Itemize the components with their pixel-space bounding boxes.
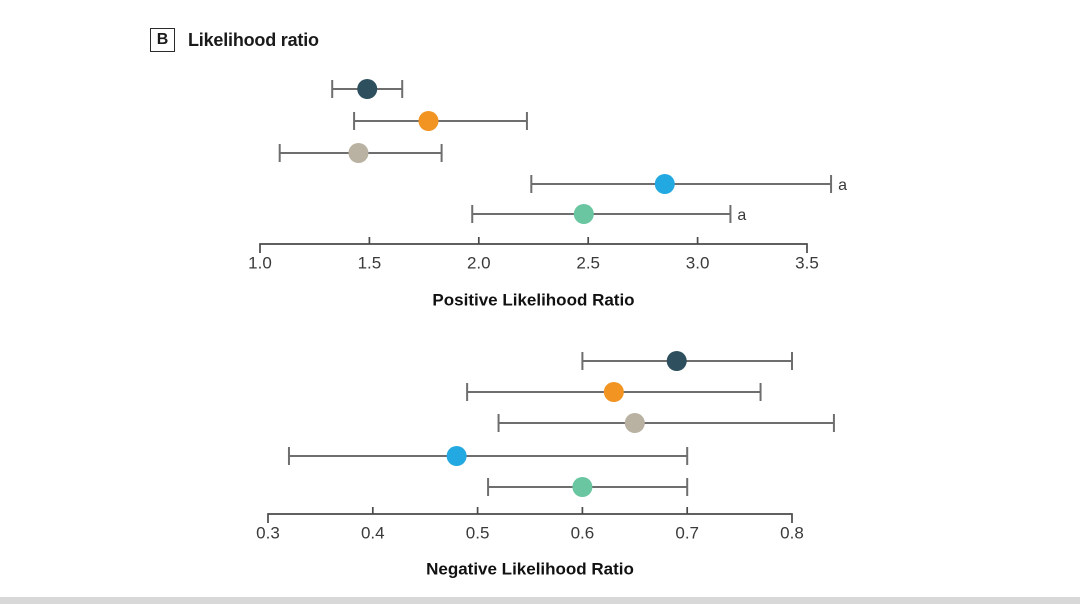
x-axis-tick-label: 1.0 — [248, 253, 272, 272]
x-axis-tick-label: 0.3 — [256, 523, 280, 542]
point-marker — [446, 446, 467, 466]
point-marker — [348, 143, 369, 163]
point-marker — [624, 413, 645, 433]
x-axis-tick-label: 1.5 — [358, 253, 382, 272]
x-axis-tick-label: 2.5 — [576, 253, 600, 272]
point-marker — [666, 351, 687, 371]
point-marker — [572, 477, 593, 497]
point-marker — [654, 174, 675, 194]
x-axis-tick-label: 0.4 — [361, 523, 385, 542]
x-axis-tick-label: 0.6 — [571, 523, 595, 542]
bottom-gray-bar — [0, 597, 1080, 604]
x-axis-line — [267, 513, 793, 523]
point-marker — [418, 111, 439, 131]
point-marker — [573, 204, 594, 224]
x-axis-title: Positive Likelihood Ratio — [432, 290, 634, 309]
footnote-marker: a — [737, 207, 746, 224]
x-axis-tick-label: 0.8 — [780, 523, 804, 542]
x-axis-tick-label: 0.5 — [466, 523, 490, 542]
footnote-marker: a — [838, 177, 847, 194]
x-axis-tick-label: 3.5 — [795, 253, 819, 272]
x-axis-tick-label: 0.7 — [675, 523, 699, 542]
panel-label-badge: B — [150, 28, 175, 52]
x-axis-tick-label: 3.0 — [686, 253, 710, 272]
x-axis-title: Negative Likelihood Ratio — [426, 559, 634, 578]
x-axis-line — [259, 243, 808, 253]
panel-title: Likelihood ratio — [188, 29, 319, 50]
point-marker — [357, 79, 378, 99]
panel-header: B Likelihood ratio — [150, 28, 319, 52]
point-marker — [603, 382, 624, 402]
x-axis-tick-label: 2.0 — [467, 253, 491, 272]
